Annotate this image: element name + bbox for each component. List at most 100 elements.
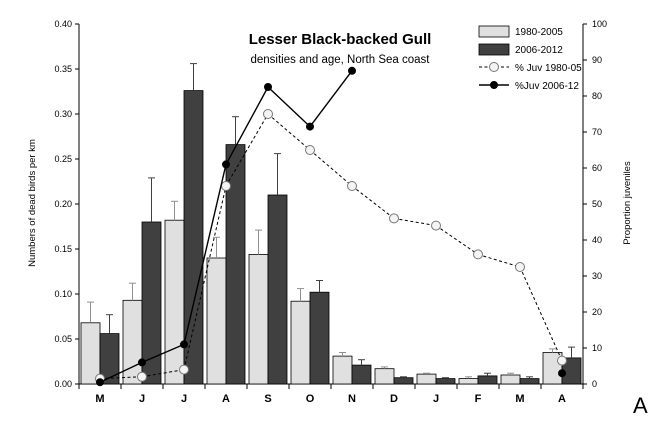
y2-axis-label: Proportion juveniles [622, 161, 633, 245]
bar-2006-2012 [477, 375, 498, 385]
legend-label: 2006-2012 [515, 45, 563, 56]
line-segment-% Juv 1980-05 [477, 253, 521, 268]
marker-%Juv 2006-12 [180, 340, 188, 349]
bar-2006-2012 [351, 364, 372, 385]
y-tick-label: 0.10 [54, 289, 72, 299]
line-segment-%Juv 2006-12 [309, 70, 353, 128]
bar-2006-2012 [183, 90, 204, 385]
marker-% Juv 1980-05 [263, 109, 273, 119]
marker-%Juv 2006-12 [264, 83, 272, 91]
y2-tick-label: 30 [592, 271, 602, 281]
line-segment-%Juv 2006-12 [267, 86, 311, 128]
line-segment-% Juv 1980-05 [183, 185, 227, 370]
x-tick-label: J [433, 393, 439, 405]
y-tick-label: 0.00 [54, 379, 72, 389]
line-segment-% Juv 1980-05 [351, 185, 395, 219]
legend-swatch [478, 43, 510, 56]
chart-title: Lesser Black-backed Gull [249, 31, 432, 48]
line-segment-%Juv 2006-12 [99, 361, 143, 383]
line-segment-% Juv 1980-05 [225, 113, 269, 187]
bar-1980-2005 [248, 253, 269, 385]
bar-2006-2012 [519, 378, 540, 385]
bars-layer [80, 63, 582, 385]
line-segment-% Juv 1980-05 [267, 113, 311, 151]
y-tick-label: 0.20 [54, 199, 72, 209]
marker-% Juv 1980-05 [137, 371, 147, 382]
marker-% Juv 1980-05 [305, 145, 315, 155]
bar-1980-2005 [374, 368, 395, 385]
x-tick-label: N [348, 393, 356, 405]
y2-tick-label: 50 [592, 199, 602, 209]
y-tick-label: 0.05 [54, 334, 72, 344]
lines-layer [95, 66, 567, 387]
legend-marker [489, 62, 499, 72]
bar-2006-2012 [393, 377, 414, 385]
chart-subtitle: densities and age, North Sea coast [250, 54, 430, 66]
marker-%Juv 2006-12 [348, 66, 356, 75]
marker-%Juv 2006-12 [96, 378, 104, 387]
bar-2006-2012 [435, 378, 456, 385]
y-tick-label: 0.35 [54, 64, 72, 74]
bar-2006-2012 [309, 291, 330, 385]
marker-%Juv 2006-12 [306, 122, 314, 131]
y2-tick-label: 80 [592, 91, 602, 101]
legend-marker [490, 81, 498, 89]
bar-2006-2012 [267, 194, 288, 385]
x-tick-label: S [264, 393, 271, 405]
y-axis-label: Numbers of dead birds per km [27, 139, 38, 267]
y2-tick-label: 90 [592, 55, 602, 65]
marker-% Juv 1980-05 [389, 213, 399, 224]
line-segment-%Juv 2006-12 [141, 343, 185, 364]
y2-tick-label: 60 [592, 163, 602, 173]
marker-% Juv 1980-05 [179, 364, 189, 375]
y2-tick-label: 70 [592, 127, 602, 137]
ticks-layer: 0.00 0.05 0.10 0.15 0.20 0.25 0.30 0.35 0.40 0 10 2… [54, 19, 607, 405]
line-segment-% Juv 1980-05 [519, 266, 563, 361]
line-segment-% Juv 1980-05 [309, 149, 353, 187]
marker-% Juv 1980-05 [221, 181, 231, 191]
marker-% Juv 1980-05 [473, 249, 483, 260]
line-segment-% Juv 1980-05 [393, 217, 437, 227]
line-segment-% Juv 1980-05 [435, 225, 479, 255]
y-tick-label: 0.15 [54, 244, 72, 254]
legend: 1980-2005 2006-2012 % Juv 1980-05 %Juv 2006… [478, 25, 582, 92]
legend-label: % Juv 1980-05 [515, 63, 582, 74]
bar-1980-2005 [206, 257, 227, 385]
line-segment-% Juv 1980-05 [141, 369, 185, 378]
bar-1980-2005 [164, 219, 185, 385]
marker-% Juv 1980-05 [515, 262, 525, 272]
marker-%Juv 2006-12 [222, 160, 230, 169]
y-tick-label: 0.40 [54, 19, 72, 29]
x-tick-label: J [181, 393, 187, 405]
marker-% Juv 1980-05 [431, 220, 441, 231]
y-tick-label: 0.30 [54, 109, 72, 119]
x-tick-label: J [139, 393, 145, 405]
y-tick-label: 0.25 [54, 154, 72, 164]
x-tick-label: D [390, 393, 398, 405]
line-segment-%Juv 2006-12 [225, 86, 269, 165]
line-segment-%Juv 2006-12 [183, 164, 227, 345]
bar-1980-2005 [290, 300, 311, 385]
bar-1980-2005 [500, 374, 521, 385]
x-tick-label: M [95, 393, 104, 405]
marker-% Juv 1980-05 [347, 181, 357, 191]
marker-%Juv 2006-12 [558, 369, 566, 378]
y2-tick-label: 0 [592, 379, 597, 389]
x-tick-label: F [475, 393, 482, 405]
marker-% Juv 1980-05 [557, 355, 567, 366]
bar-1980-2005 [416, 373, 437, 385]
y2-tick-label: 100 [592, 19, 607, 29]
x-tick-label: M [515, 393, 524, 405]
y2-tick-label: 40 [592, 235, 602, 245]
marker-%Juv 2006-12 [138, 358, 146, 367]
y2-tick-label: 20 [592, 307, 602, 317]
legend-swatch [478, 25, 510, 38]
bar-1980-2005 [458, 378, 479, 385]
panel-label: A [633, 393, 648, 418]
x-tick-label: A [558, 393, 566, 405]
legend-label: %Juv 2006-12 [515, 81, 579, 92]
x-tick-label: O [306, 393, 315, 405]
y2-tick-label: 10 [592, 343, 602, 353]
bar-1980-2005 [332, 355, 353, 385]
